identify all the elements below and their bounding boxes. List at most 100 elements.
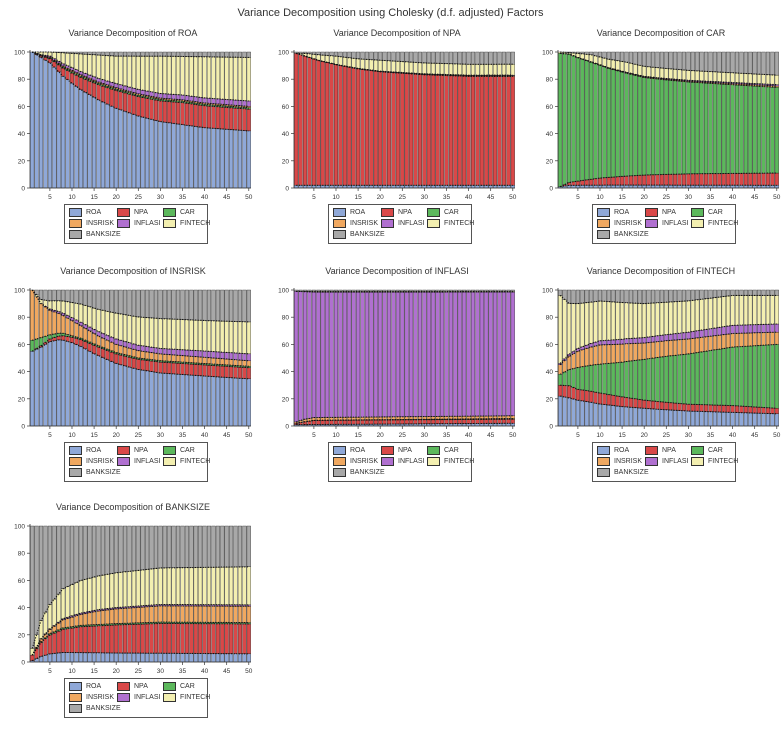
bar-segment bbox=[744, 52, 748, 74]
legend-swatch bbox=[333, 230, 346, 239]
bar-segment bbox=[396, 292, 400, 417]
bar-segment bbox=[458, 420, 462, 424]
bar-segment bbox=[704, 351, 708, 405]
x-tick-label: 10 bbox=[68, 432, 76, 439]
bar-segment bbox=[762, 413, 766, 426]
bar-segment bbox=[83, 579, 87, 612]
bar-segment bbox=[308, 292, 312, 418]
bar-segment bbox=[238, 52, 242, 57]
bar-segment bbox=[757, 345, 761, 407]
bar-segment bbox=[229, 130, 233, 188]
bar-segment bbox=[625, 290, 629, 303]
bar-segment bbox=[387, 61, 391, 72]
bar-segment bbox=[594, 392, 598, 403]
bar-segment bbox=[374, 52, 378, 60]
x-tick-label: 25 bbox=[399, 194, 407, 201]
bar-segment bbox=[145, 352, 149, 359]
bar-segment bbox=[462, 76, 466, 185]
bar-segment bbox=[572, 388, 576, 399]
x-tick-label: 50 bbox=[245, 194, 253, 201]
bar-segment bbox=[603, 394, 607, 405]
bar-segment bbox=[598, 393, 602, 404]
bar-segment bbox=[771, 324, 775, 332]
bar-segment bbox=[194, 606, 198, 622]
bar-segment bbox=[163, 354, 167, 361]
bar-segment bbox=[673, 52, 677, 69]
bar-segment bbox=[414, 420, 418, 424]
bar-segment bbox=[229, 290, 233, 321]
bar-segment bbox=[480, 64, 484, 75]
bar-segment bbox=[176, 95, 180, 100]
bar-segment bbox=[88, 526, 92, 578]
bar-segment bbox=[167, 102, 171, 123]
bar-segment bbox=[212, 352, 216, 358]
bar-segment bbox=[110, 352, 114, 361]
bar-segment bbox=[220, 290, 224, 321]
bar-segment bbox=[722, 405, 726, 412]
bar-segment bbox=[748, 413, 752, 426]
bar-segment bbox=[75, 526, 79, 582]
bar-segment bbox=[97, 356, 101, 426]
bar-segment bbox=[594, 179, 598, 186]
bar-segment bbox=[52, 67, 56, 188]
bar-segment bbox=[163, 349, 167, 355]
bar-segment bbox=[642, 78, 646, 176]
legend-item: CAR bbox=[163, 445, 195, 455]
bar-segment bbox=[189, 364, 193, 375]
legend-swatch bbox=[333, 219, 346, 228]
bar-segment bbox=[392, 292, 396, 417]
bar-segment bbox=[167, 94, 171, 99]
bar-segment bbox=[181, 52, 185, 56]
bar-segment bbox=[97, 85, 101, 100]
bar-segment bbox=[212, 654, 216, 662]
bar-segment bbox=[154, 348, 158, 353]
bar-segment bbox=[181, 526, 185, 568]
bar-segment bbox=[347, 67, 351, 185]
bar-segment bbox=[159, 290, 163, 319]
bar-segment bbox=[229, 567, 233, 605]
bar-segment bbox=[247, 131, 251, 188]
x-tick-label: 20 bbox=[113, 432, 121, 439]
bar-segment bbox=[374, 71, 378, 185]
bar-segment bbox=[625, 176, 629, 185]
bar-segment bbox=[431, 75, 435, 185]
bar-segment bbox=[110, 106, 114, 188]
legend-label: FINTECH bbox=[180, 458, 210, 465]
bar-segment bbox=[629, 407, 633, 426]
bar-segment bbox=[30, 526, 34, 648]
bar-segment bbox=[97, 526, 101, 576]
bar-segment bbox=[660, 335, 664, 341]
bar-segment bbox=[88, 54, 92, 75]
bar-segment bbox=[141, 526, 145, 570]
legend-label: CAR bbox=[708, 209, 723, 216]
bar-segment bbox=[656, 342, 660, 358]
bar-segment bbox=[243, 367, 247, 378]
y-tick-label: 20 bbox=[282, 158, 290, 165]
bar-segment bbox=[128, 571, 132, 606]
bar-segment bbox=[757, 407, 761, 413]
bar-segment bbox=[101, 310, 105, 333]
bar-segment bbox=[580, 350, 584, 367]
bar-segment bbox=[726, 52, 730, 73]
bar-segment bbox=[629, 398, 633, 407]
legend-label: INSRISK bbox=[86, 458, 114, 465]
bar-segment bbox=[361, 420, 365, 424]
bar-segment bbox=[207, 52, 211, 57]
bar-segment bbox=[83, 92, 87, 188]
x-tick-label: 40 bbox=[201, 432, 209, 439]
y-tick-label: 100 bbox=[14, 524, 25, 531]
bar-segment bbox=[176, 606, 180, 622]
bar-segment bbox=[57, 313, 61, 333]
bar-segment bbox=[753, 74, 757, 84]
legend-swatch bbox=[117, 693, 130, 702]
bar-segment bbox=[589, 391, 593, 402]
bar-segment bbox=[576, 181, 580, 185]
bar-segment bbox=[194, 357, 198, 363]
bar-segment bbox=[607, 59, 611, 68]
legend-swatch bbox=[645, 457, 658, 466]
bar-segment bbox=[83, 290, 87, 305]
bar-segment bbox=[580, 290, 584, 303]
bar-segment bbox=[238, 130, 242, 188]
bar-segment bbox=[369, 71, 373, 186]
bar-segment bbox=[243, 526, 247, 567]
